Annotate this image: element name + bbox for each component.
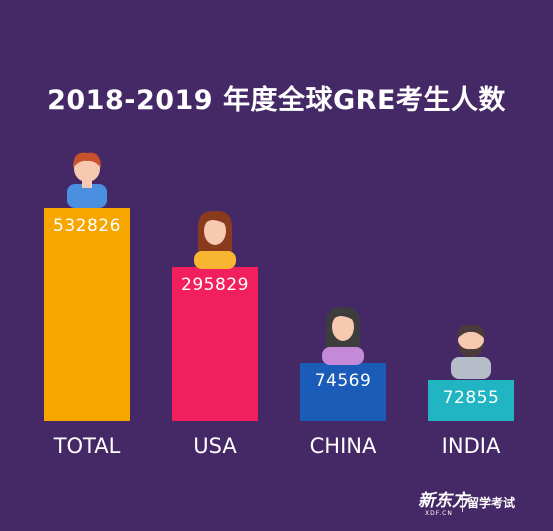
bar-group-china: 74569 CHINA [300,306,386,458]
data-label-usa: 295829 [181,275,249,295]
category-label-china: CHINA [310,434,377,458]
data-label-total: 532826 [53,216,121,236]
bar-group-india: 72855 INDIA [428,324,514,458]
female-person-icon [194,210,236,269]
bar-group-total: 532826 TOTAL [44,152,130,458]
data-label-india: 72855 [443,388,500,408]
data-label-china: 74569 [315,371,372,391]
chart-title: 2018-2019 年度全球GRE考生人数 [47,85,506,116]
footer-divider [462,496,463,512]
brand-logo-sub: XDF.CN [425,510,453,517]
bar-india [428,380,514,421]
bar-usa [172,267,258,421]
category-label-total: TOTAL [53,434,121,458]
category-label-usa: USA [193,434,237,458]
brand-logo: 新东方 [418,491,469,511]
bearded-male-person-icon [451,324,491,379]
bar-china [300,363,386,421]
category-label-india: INDIA [442,434,501,458]
female-person-icon [322,306,364,365]
bar-group-usa: 295829 USA [172,210,258,458]
footer-text: 留学考试 [467,496,516,510]
bar-total [44,208,130,421]
male-person-icon [67,152,107,208]
